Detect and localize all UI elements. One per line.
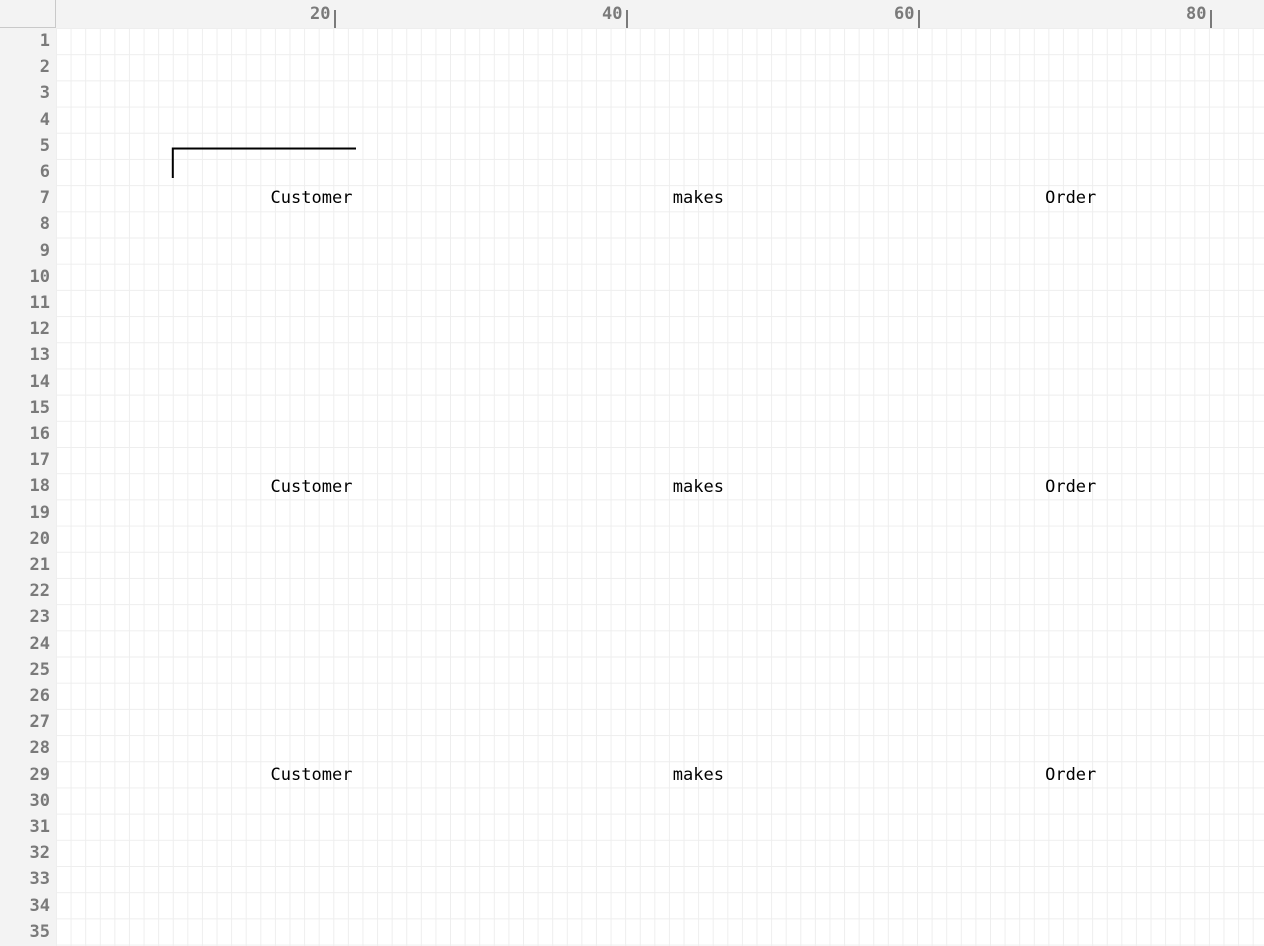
row-num-26: 26 xyxy=(0,683,56,709)
ruler-rows: 1234567891011121314151617181920212223242… xyxy=(0,28,57,946)
col-tick-40: 40 xyxy=(602,0,628,28)
diagram-canvas[interactable]: Customer makes Order Customer makes Orde… xyxy=(56,28,1264,946)
row-num-27: 27 xyxy=(0,709,56,735)
row-num-13: 13 xyxy=(0,342,56,368)
row-num-6: 6 xyxy=(0,159,56,185)
row-num-8: 8 xyxy=(0,211,56,237)
row-num-31: 31 xyxy=(0,814,56,840)
row-num-3: 3 xyxy=(0,80,56,106)
row-num-30: 30 xyxy=(0,788,56,814)
row-num-25: 25 xyxy=(0,657,56,683)
entity-cust1[interactable] xyxy=(173,149,356,178)
row-num-20: 20 xyxy=(0,526,56,552)
relationship-makes-1-label: makes xyxy=(673,188,724,208)
relationship-makes-2-label: makes xyxy=(673,477,724,497)
entity-customer-2-label: Customer xyxy=(271,477,353,497)
diagram-svg xyxy=(56,28,356,178)
entity-customer-1-label: Customer xyxy=(271,188,353,208)
row-num-21: 21 xyxy=(0,552,56,578)
entity-order-1-label: Order xyxy=(1045,188,1096,208)
row-num-33: 33 xyxy=(0,866,56,892)
row-num-12: 12 xyxy=(0,316,56,342)
ascii-diagram-editor: 20406080 1234567891011121314151617181920… xyxy=(0,0,1264,946)
row-num-35: 35 xyxy=(0,919,56,945)
row-num-23: 23 xyxy=(0,604,56,630)
row-num-10: 10 xyxy=(0,264,56,290)
row-num-22: 22 xyxy=(0,578,56,604)
ruler-columns: 20 40 60 80 xyxy=(56,0,1264,29)
row-num-2: 2 xyxy=(0,54,56,80)
row-num-28: 28 xyxy=(0,735,56,761)
row-num-18: 18 xyxy=(0,473,56,499)
row-num-4: 4 xyxy=(0,107,56,133)
row-num-34: 34 xyxy=(0,893,56,919)
col-tick-80: 80 xyxy=(1186,0,1212,28)
row-num-24: 24 xyxy=(0,631,56,657)
row-num-7: 7 xyxy=(0,185,56,211)
row-num-5: 5 xyxy=(0,133,56,159)
row-num-15: 15 xyxy=(0,395,56,421)
col-tick-60: 60 xyxy=(894,0,920,28)
col-tick-20: 20 xyxy=(310,0,336,28)
relationship-makes-3-label: makes xyxy=(673,765,724,785)
row-num-32: 32 xyxy=(0,840,56,866)
row-num-1: 1 xyxy=(0,28,56,54)
row-num-19: 19 xyxy=(0,500,56,526)
entity-order-2-label: Order xyxy=(1045,477,1096,497)
entity-customer-3-label: Customer xyxy=(271,765,353,785)
row-num-16: 16 xyxy=(0,421,56,447)
row-num-11: 11 xyxy=(0,290,56,316)
ruler-corner xyxy=(0,0,56,28)
row-num-9: 9 xyxy=(0,238,56,264)
entity-order-3-label: Order xyxy=(1045,765,1096,785)
row-num-29: 29 xyxy=(0,762,56,788)
row-num-14: 14 xyxy=(0,369,56,395)
row-num-17: 17 xyxy=(0,447,56,473)
